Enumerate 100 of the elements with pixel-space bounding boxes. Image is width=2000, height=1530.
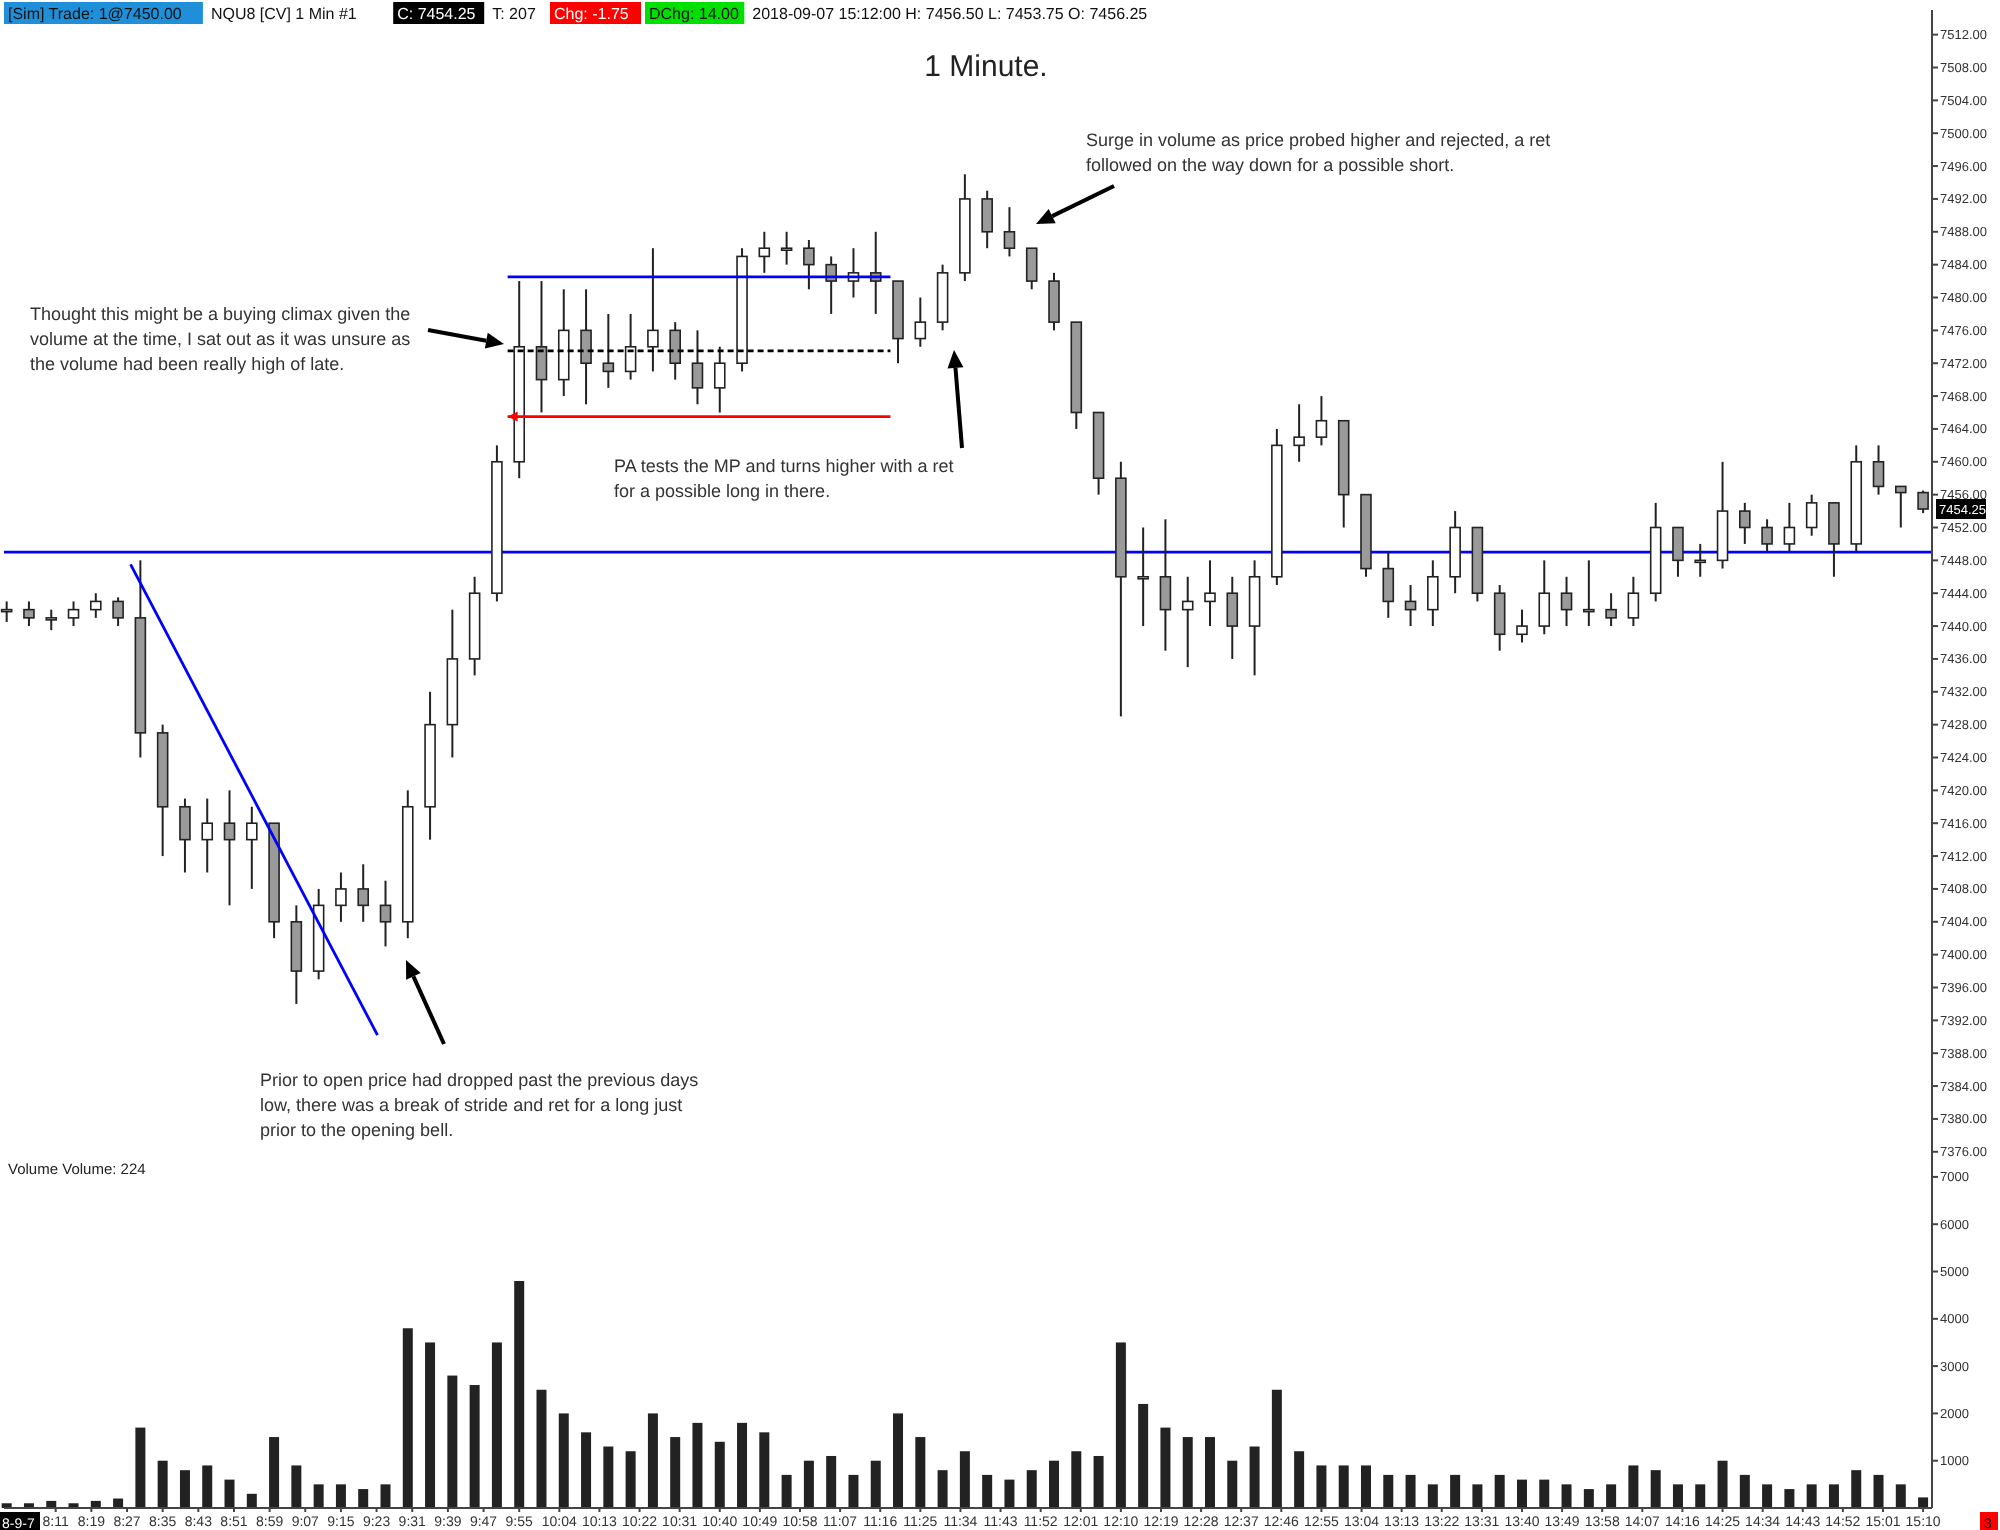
candlestick	[246, 805, 258, 890]
bar	[246, 1493, 257, 1508]
bar	[1494, 1474, 1505, 1508]
bar	[1227, 1460, 1238, 1508]
candlestick	[1204, 559, 1216, 628]
bar	[135, 1427, 146, 1508]
bar	[1650, 1470, 1661, 1508]
bar	[1606, 1484, 1617, 1508]
bar	[1873, 1474, 1884, 1508]
bar	[1828, 1484, 1839, 1508]
bar	[959, 1451, 970, 1508]
candlestick	[1627, 575, 1640, 628]
candlestick	[1226, 575, 1239, 660]
candlestick	[179, 797, 191, 874]
candlestick	[1872, 444, 1885, 496]
bar	[1561, 1484, 1572, 1508]
bar	[291, 1465, 302, 1508]
text: 1 Minute.	[924, 50, 1048, 84]
annotation: NQU8 [CV] 1 Min #1	[210, 5, 358, 23]
annotation: Surge in volume as price probed higher and rejected, a ret followed on the way down for a possible short.	[1086, 130, 1552, 175]
candlestick	[67, 600, 80, 628]
bar	[1271, 1389, 1282, 1508]
candlestick	[1159, 518, 1172, 652]
bar	[759, 1432, 770, 1508]
candlestick	[357, 863, 370, 923]
bar	[1383, 1474, 1394, 1508]
annotation: PA tests the MP and turns higher with a ret for a possible long in there.	[614, 456, 955, 501]
bar	[1427, 1484, 1438, 1508]
bar	[491, 1342, 502, 1508]
bar	[1672, 1484, 1683, 1508]
bar	[1739, 1474, 1750, 1508]
bar	[737, 1422, 748, 1508]
candlestick	[1025, 247, 1038, 291]
bar	[358, 1489, 369, 1508]
candlestick	[580, 288, 592, 406]
bar	[1115, 1342, 1126, 1508]
bar	[1539, 1479, 1550, 1508]
candlestick	[1181, 575, 1194, 669]
bar	[870, 1460, 881, 1508]
bar	[1026, 1470, 1037, 1508]
bar	[1093, 1455, 1104, 1508]
bar	[1004, 1479, 1015, 1508]
candlestick	[1828, 501, 1840, 578]
bar	[1918, 1497, 1929, 1508]
bar	[670, 1437, 681, 1508]
bar	[179, 1470, 190, 1508]
bar	[1516, 1479, 1527, 1508]
bar	[1071, 1451, 1082, 1508]
candlestick	[112, 596, 124, 628]
candlestick	[1003, 206, 1016, 258]
bar	[1895, 1484, 1906, 1508]
bar	[514, 1280, 525, 1508]
annotation: Chg: -1.75	[554, 5, 630, 23]
candlestick	[1493, 584, 1506, 652]
bar	[1628, 1465, 1639, 1508]
candlestick	[1293, 403, 1305, 463]
candlestick	[201, 797, 214, 874]
bar	[157, 1460, 168, 1508]
bar	[603, 1446, 614, 1508]
candlestick	[1516, 608, 1528, 644]
bar	[937, 1470, 948, 1508]
bar	[1405, 1474, 1416, 1508]
candlestick	[602, 312, 615, 389]
candlestick	[691, 329, 704, 406]
candlestick	[758, 230, 771, 274]
bar	[781, 1474, 792, 1508]
bar	[692, 1422, 703, 1508]
bar	[1338, 1465, 1349, 1508]
bar	[803, 1460, 814, 1508]
bar	[558, 1413, 569, 1508]
bar	[269, 1437, 280, 1508]
candlestick	[1137, 526, 1149, 628]
bar	[915, 1437, 926, 1508]
bar	[1160, 1427, 1171, 1508]
bar	[1472, 1484, 1483, 1508]
candlestick	[1694, 542, 1707, 578]
bar	[1762, 1484, 1773, 1508]
candlestick	[1805, 493, 1818, 537]
candlestick	[981, 189, 993, 250]
candlestick	[1427, 559, 1439, 628]
candlestick	[535, 280, 548, 414]
bar	[1784, 1489, 1795, 1508]
candlestick	[647, 247, 659, 373]
annotation: 2018-09-07 15:12:00 H: 7456.50 L: 7453.75 O: 7456.25	[752, 5, 1149, 23]
bar	[848, 1474, 859, 1508]
bar	[335, 1484, 346, 1508]
bar	[1806, 1484, 1817, 1508]
candlestick	[23, 600, 35, 628]
annotation: T: 207	[492, 5, 537, 23]
bar	[1205, 1437, 1215, 1508]
bar	[1583, 1489, 1594, 1508]
candlestick	[780, 230, 793, 266]
bar	[1717, 1460, 1728, 1508]
bar	[447, 1375, 458, 1508]
bar	[1249, 1446, 1260, 1508]
bar	[1851, 1470, 1862, 1508]
candlestick	[90, 592, 102, 619]
bar	[714, 1441, 725, 1508]
bar	[469, 1385, 480, 1508]
candlestick	[713, 345, 726, 414]
